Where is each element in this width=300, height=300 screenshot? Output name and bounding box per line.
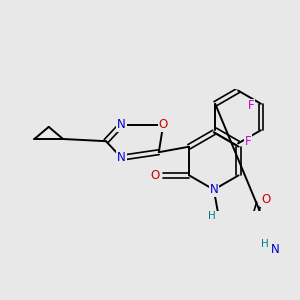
Text: O: O: [261, 193, 270, 206]
Text: N: N: [117, 151, 126, 164]
Text: O: O: [159, 118, 168, 131]
Text: N: N: [209, 183, 218, 196]
Text: H: H: [208, 211, 215, 221]
Text: N: N: [271, 243, 280, 256]
Text: H: H: [261, 238, 268, 249]
Text: F: F: [248, 100, 254, 112]
Text: O: O: [150, 169, 160, 182]
Text: F: F: [245, 135, 251, 148]
Text: N: N: [117, 118, 126, 131]
